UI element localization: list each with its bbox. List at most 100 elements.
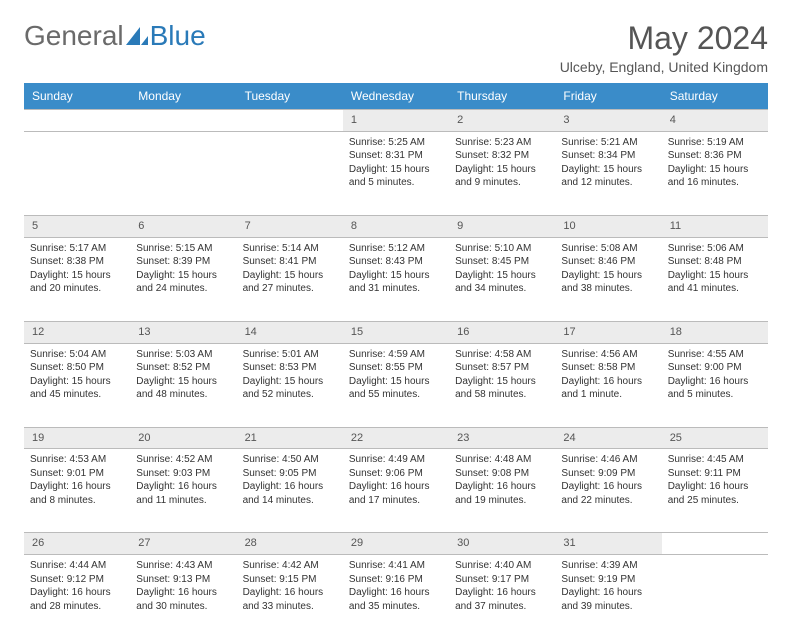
- day-number-cell: 12: [24, 321, 130, 343]
- day-number-cell: 24: [555, 427, 661, 449]
- sunset-line: Sunset: 9:11 PM: [668, 467, 762, 481]
- day-detail-row: Sunrise: 4:53 AMSunset: 9:01 PMDaylight:…: [24, 449, 768, 533]
- day-detail-cell: Sunrise: 4:48 AMSunset: 9:08 PMDaylight:…: [449, 449, 555, 533]
- daylight-line: Daylight: 16 hours and 39 minutes.: [561, 586, 655, 613]
- day-detail-cell: Sunrise: 5:23 AMSunset: 8:32 PMDaylight:…: [449, 131, 555, 215]
- day-number-cell: 16: [449, 321, 555, 343]
- brand-text-a: General: [24, 20, 124, 52]
- day-number-cell: [662, 533, 768, 555]
- sunrise-line: Sunrise: 5:01 AM: [243, 348, 337, 362]
- daylight-line: Daylight: 15 hours and 48 minutes.: [136, 375, 230, 402]
- sunset-line: Sunset: 8:45 PM: [455, 255, 549, 269]
- sunset-line: Sunset: 8:31 PM: [349, 149, 443, 163]
- daylight-line: Daylight: 16 hours and 30 minutes.: [136, 586, 230, 613]
- day-number-cell: 27: [130, 533, 236, 555]
- weekday-header: Thursday: [449, 83, 555, 110]
- calendar-body: 1234Sunrise: 5:25 AMSunset: 8:31 PMDayli…: [24, 110, 768, 639]
- sunset-line: Sunset: 8:58 PM: [561, 361, 655, 375]
- day-number-cell: 5: [24, 215, 130, 237]
- sunrise-line: Sunrise: 4:43 AM: [136, 559, 230, 573]
- daylight-line: Daylight: 16 hours and 1 minute.: [561, 375, 655, 402]
- sunrise-line: Sunrise: 5:03 AM: [136, 348, 230, 362]
- day-detail-cell: Sunrise: 5:25 AMSunset: 8:31 PMDaylight:…: [343, 131, 449, 215]
- sunset-line: Sunset: 9:19 PM: [561, 573, 655, 587]
- day-detail-cell: Sunrise: 4:55 AMSunset: 9:00 PMDaylight:…: [662, 343, 768, 427]
- day-detail-cell: Sunrise: 5:06 AMSunset: 8:48 PMDaylight:…: [662, 237, 768, 321]
- daylight-line: Daylight: 15 hours and 58 minutes.: [455, 375, 549, 402]
- sunset-line: Sunset: 8:48 PM: [668, 255, 762, 269]
- day-number-cell: 3: [555, 110, 661, 132]
- sunset-line: Sunset: 9:03 PM: [136, 467, 230, 481]
- daylight-line: Daylight: 16 hours and 37 minutes.: [455, 586, 549, 613]
- day-number-row: 12131415161718: [24, 321, 768, 343]
- weekday-header: Tuesday: [237, 83, 343, 110]
- sunset-line: Sunset: 8:57 PM: [455, 361, 549, 375]
- daylight-line: Daylight: 15 hours and 24 minutes.: [136, 269, 230, 296]
- day-detail-cell: Sunrise: 4:44 AMSunset: 9:12 PMDaylight:…: [24, 555, 130, 639]
- daylight-line: Daylight: 16 hours and 35 minutes.: [349, 586, 443, 613]
- daylight-line: Daylight: 16 hours and 28 minutes.: [30, 586, 124, 613]
- day-detail-cell: Sunrise: 5:10 AMSunset: 8:45 PMDaylight:…: [449, 237, 555, 321]
- sunset-line: Sunset: 9:13 PM: [136, 573, 230, 587]
- sunrise-line: Sunrise: 4:56 AM: [561, 348, 655, 362]
- brand-triangle-icon: [126, 27, 148, 45]
- day-detail-row: Sunrise: 5:04 AMSunset: 8:50 PMDaylight:…: [24, 343, 768, 427]
- day-detail-cell: Sunrise: 4:50 AMSunset: 9:05 PMDaylight:…: [237, 449, 343, 533]
- title-block: May 2024 Ulceby, England, United Kingdom: [560, 20, 768, 75]
- calendar-table: SundayMondayTuesdayWednesdayThursdayFrid…: [24, 83, 768, 639]
- sunset-line: Sunset: 9:06 PM: [349, 467, 443, 481]
- sunset-line: Sunset: 9:05 PM: [243, 467, 337, 481]
- day-detail-cell: Sunrise: 4:53 AMSunset: 9:01 PMDaylight:…: [24, 449, 130, 533]
- month-title: May 2024: [560, 20, 768, 57]
- day-number-row: 262728293031: [24, 533, 768, 555]
- daylight-line: Daylight: 16 hours and 8 minutes.: [30, 480, 124, 507]
- sunrise-line: Sunrise: 5:17 AM: [30, 242, 124, 256]
- sunrise-line: Sunrise: 5:23 AM: [455, 136, 549, 150]
- sunset-line: Sunset: 9:15 PM: [243, 573, 337, 587]
- day-number-row: 1234: [24, 110, 768, 132]
- sunset-line: Sunset: 9:09 PM: [561, 467, 655, 481]
- day-number-cell: 30: [449, 533, 555, 555]
- sunset-line: Sunset: 8:32 PM: [455, 149, 549, 163]
- sunrise-line: Sunrise: 5:19 AM: [668, 136, 762, 150]
- daylight-line: Daylight: 16 hours and 25 minutes.: [668, 480, 762, 507]
- daylight-line: Daylight: 16 hours and 14 minutes.: [243, 480, 337, 507]
- weekday-header: Sunday: [24, 83, 130, 110]
- sunrise-line: Sunrise: 5:15 AM: [136, 242, 230, 256]
- daylight-line: Daylight: 15 hours and 12 minutes.: [561, 163, 655, 190]
- day-number-cell: 19: [24, 427, 130, 449]
- day-detail-cell: Sunrise: 4:58 AMSunset: 8:57 PMDaylight:…: [449, 343, 555, 427]
- day-number-cell: 6: [130, 215, 236, 237]
- daylight-line: Daylight: 15 hours and 41 minutes.: [668, 269, 762, 296]
- sunrise-line: Sunrise: 4:59 AM: [349, 348, 443, 362]
- day-detail-cell: Sunrise: 4:49 AMSunset: 9:06 PMDaylight:…: [343, 449, 449, 533]
- day-number-cell: 14: [237, 321, 343, 343]
- day-detail-cell: Sunrise: 4:52 AMSunset: 9:03 PMDaylight:…: [130, 449, 236, 533]
- day-number-cell: 20: [130, 427, 236, 449]
- day-detail-cell: Sunrise: 5:19 AMSunset: 8:36 PMDaylight:…: [662, 131, 768, 215]
- daylight-line: Daylight: 16 hours and 11 minutes.: [136, 480, 230, 507]
- daylight-line: Daylight: 15 hours and 52 minutes.: [243, 375, 337, 402]
- sunrise-line: Sunrise: 4:49 AM: [349, 453, 443, 467]
- day-detail-cell: [662, 555, 768, 639]
- day-detail-cell: Sunrise: 4:45 AMSunset: 9:11 PMDaylight:…: [662, 449, 768, 533]
- sunrise-line: Sunrise: 4:52 AM: [136, 453, 230, 467]
- daylight-line: Daylight: 15 hours and 31 minutes.: [349, 269, 443, 296]
- day-detail-cell: Sunrise: 4:39 AMSunset: 9:19 PMDaylight:…: [555, 555, 661, 639]
- daylight-line: Daylight: 15 hours and 16 minutes.: [668, 163, 762, 190]
- day-number-cell: 7: [237, 215, 343, 237]
- sunset-line: Sunset: 8:52 PM: [136, 361, 230, 375]
- day-detail-cell: Sunrise: 4:41 AMSunset: 9:16 PMDaylight:…: [343, 555, 449, 639]
- sunrise-line: Sunrise: 4:40 AM: [455, 559, 549, 573]
- day-number-cell: 4: [662, 110, 768, 132]
- day-number-row: 567891011: [24, 215, 768, 237]
- day-number-cell: [24, 110, 130, 132]
- sunrise-line: Sunrise: 5:08 AM: [561, 242, 655, 256]
- day-detail-cell: Sunrise: 4:42 AMSunset: 9:15 PMDaylight:…: [237, 555, 343, 639]
- day-number-cell: 31: [555, 533, 661, 555]
- sunrise-line: Sunrise: 5:12 AM: [349, 242, 443, 256]
- day-detail-cell: Sunrise: 5:12 AMSunset: 8:43 PMDaylight:…: [343, 237, 449, 321]
- day-detail-cell: Sunrise: 4:46 AMSunset: 9:09 PMDaylight:…: [555, 449, 661, 533]
- page-header: General Blue May 2024 Ulceby, England, U…: [24, 20, 768, 75]
- day-number-cell: 13: [130, 321, 236, 343]
